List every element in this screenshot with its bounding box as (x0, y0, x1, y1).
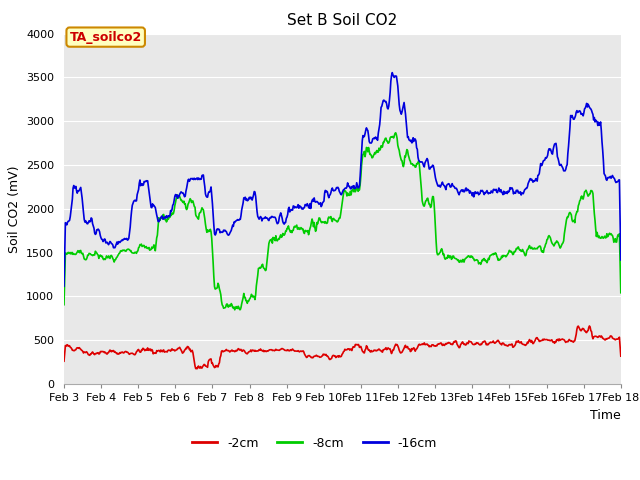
X-axis label: Time: Time (590, 408, 621, 421)
Text: TA_soilco2: TA_soilco2 (70, 31, 142, 44)
Title: Set B Soil CO2: Set B Soil CO2 (287, 13, 397, 28)
Legend: -2cm, -8cm, -16cm: -2cm, -8cm, -16cm (187, 432, 442, 455)
Y-axis label: Soil CO2 (mV): Soil CO2 (mV) (8, 165, 20, 252)
